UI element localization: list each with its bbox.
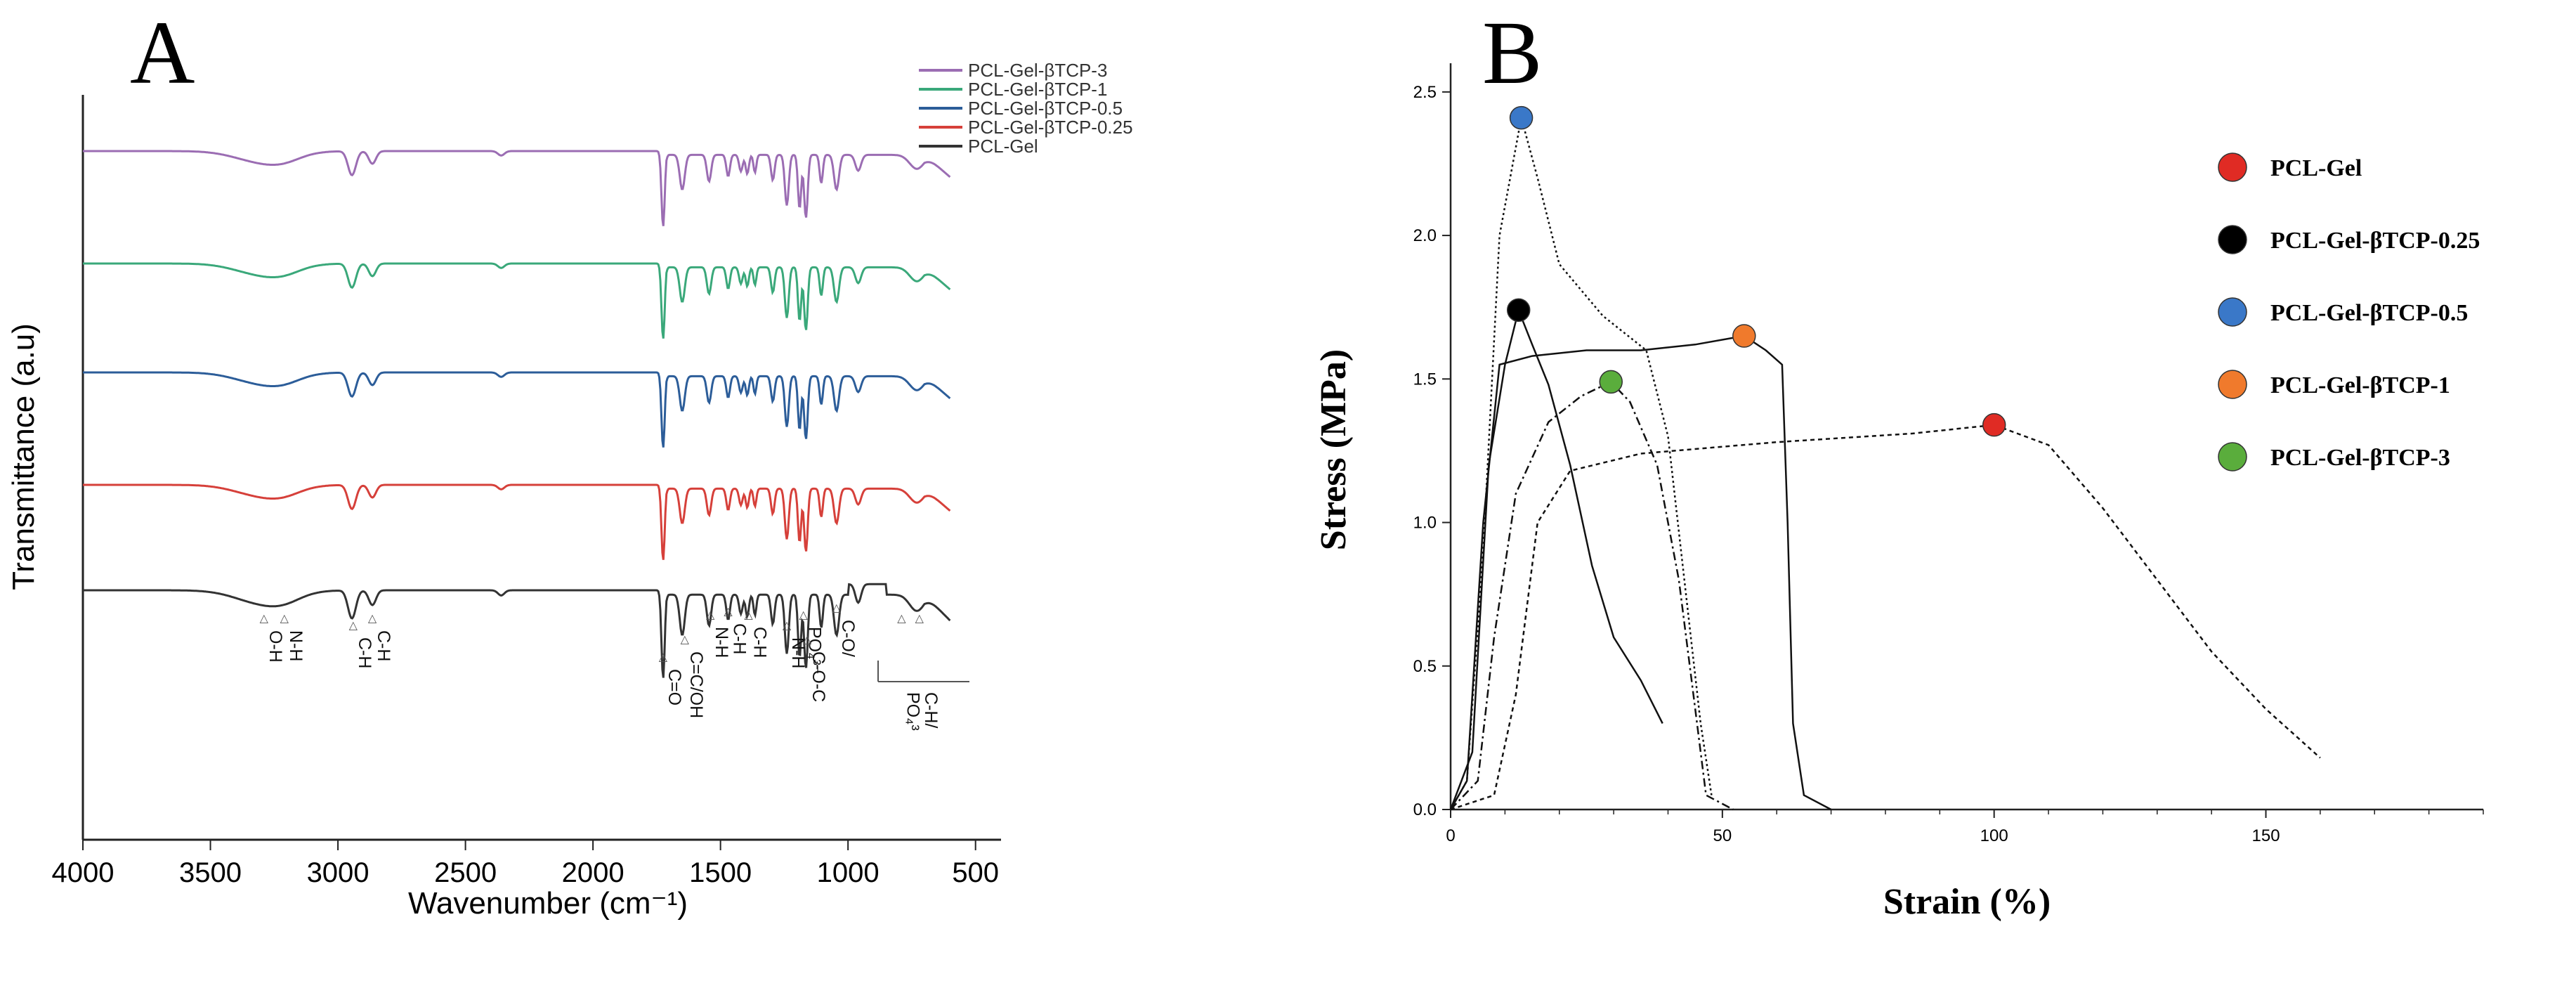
panel-a-annotation-marker: △ bbox=[706, 608, 715, 621]
panel-a-annotation-marker: △ bbox=[368, 611, 377, 625]
panel-a-x-tick-label: 2500 bbox=[434, 857, 497, 888]
panel-b-legend-label: PCL-Gel-βTCP-3 bbox=[2270, 445, 2450, 471]
panel-b-legend-marker bbox=[2218, 297, 2247, 327]
panel-a-x-label: Wavenumber (cm⁻¹) bbox=[408, 886, 688, 921]
panel-b-series-marker bbox=[1982, 412, 2006, 437]
panel-b-y-label: Stress (MPa) bbox=[1314, 349, 1354, 550]
panel-b-y-tick-label: 1.5 bbox=[1413, 370, 1437, 389]
panel-a-x-tick-label: 3500 bbox=[179, 857, 242, 888]
panel-a-series-line bbox=[83, 483, 951, 560]
panel-a-annotation-label: PO₄³⁻ bbox=[805, 627, 825, 675]
panel-a-x-tick-label: 1000 bbox=[817, 857, 880, 888]
panel-a-y-label: Transmittance (a.u) bbox=[6, 323, 41, 590]
panel-a-annotation-label: O-H bbox=[266, 630, 285, 663]
panel-b-legend-label: PCL-Gel-βTCP-0.5 bbox=[2270, 300, 2468, 326]
panel-a-legend-label: PCL-Gel-βTCP-0.5 bbox=[968, 98, 1123, 119]
panel-a-legend-label: PCL-Gel bbox=[968, 136, 1038, 157]
panel-a-series-group bbox=[83, 150, 951, 678]
panel-a-annotation-marker: △ bbox=[659, 650, 668, 663]
panel-a-annotation-label: N-H bbox=[286, 630, 306, 661]
panel-b-y-tick-label: 2.0 bbox=[1413, 226, 1437, 245]
panel-b-x-tick-label: 0 bbox=[1446, 826, 1455, 845]
panel-a-annotation-label: PO₄³ bbox=[903, 692, 922, 731]
panel-b-legend-marker bbox=[2218, 152, 2247, 182]
panel-b-series-line bbox=[1449, 307, 1663, 810]
panel-a-annotation-marker: △ bbox=[783, 618, 792, 632]
panel-b-series-line bbox=[1450, 380, 1734, 811]
panel-a-axes bbox=[81, 95, 1001, 841]
panel-a-annotation-label: C-H bbox=[355, 637, 374, 668]
panel-b-series-group bbox=[1449, 105, 2321, 811]
panel-b-series-marker bbox=[1506, 298, 1531, 323]
panel-a-legend-label: PCL-Gel-βTCP-0.25 bbox=[968, 117, 1133, 138]
panel-b-legend-label: PCL-Gel-βTCP-0.25 bbox=[2270, 228, 2480, 254]
panel-a-letter: A bbox=[130, 3, 195, 103]
panel-b-legend-marker bbox=[2218, 225, 2247, 254]
panel-a-legend-label: PCL-Gel-βTCP-3 bbox=[968, 60, 1107, 81]
panel-b-x-tick-label: 100 bbox=[1980, 826, 2008, 845]
panel-b-x-tick-label: 150 bbox=[2252, 826, 2280, 845]
panel-a-annotation-marker: △ bbox=[897, 611, 906, 625]
panel-a-x-tick-label: 4000 bbox=[52, 857, 115, 888]
panel-b-series-marker bbox=[1732, 324, 1756, 348]
panel-b-series-line bbox=[1450, 424, 2321, 811]
panel-b-letter: B bbox=[1482, 3, 1542, 103]
panel-a-annotation-label: N-H bbox=[712, 627, 731, 658]
panel-b-series-marker bbox=[1509, 105, 1534, 130]
panel-a-annotation-marker: △ bbox=[260, 611, 269, 625]
panel-a-series-line bbox=[83, 262, 951, 339]
panel-b-y-tick-label: 0.5 bbox=[1413, 657, 1437, 676]
panel-a-annotation-marker: △ bbox=[681, 632, 690, 646]
panel-a-annotation-label: C-H bbox=[730, 623, 750, 654]
panel-b-axes bbox=[1449, 63, 2483, 811]
panel-a-annotation-label: C=O bbox=[665, 669, 684, 706]
panel-a-annotation-label: C-H bbox=[374, 630, 393, 661]
panel-a-series-line bbox=[83, 150, 951, 226]
panel-a-legend-label: PCL-Gel-βTCP-1 bbox=[968, 79, 1107, 100]
panel-b-legend-label: PCL-Gel bbox=[2270, 155, 2362, 181]
panel-a-legend: PCL-Gel-βTCP-3PCL-Gel-βTCP-1PCL-Gel-βTCP… bbox=[919, 60, 1133, 157]
panel-b-legend-marker bbox=[2218, 370, 2247, 399]
panel-a-annotation-marker: △ bbox=[280, 611, 289, 625]
panel-b-y-tick-label: 1.0 bbox=[1413, 514, 1437, 533]
panel-b-legend-label: PCL-Gel-βTCP-1 bbox=[2270, 372, 2450, 398]
panel-b-x-ticks: 0 50 100 150 bbox=[1446, 810, 2484, 845]
panel-a-annotation-marker: △ bbox=[349, 618, 358, 632]
panel-a-annotation-marker: △ bbox=[832, 601, 842, 614]
panel-b-series-marker bbox=[1599, 370, 1623, 394]
panel-a-x-ticks: 4000 3500 3000 2500 2000 1500 1000 500 bbox=[52, 840, 999, 888]
panel-a-annotation-label: C-H bbox=[750, 627, 770, 658]
panel-b-x-label: Strain (%) bbox=[1883, 882, 2051, 922]
panel-a-x-tick-label: 3000 bbox=[307, 857, 370, 888]
panel-a-x-tick-label: 1500 bbox=[689, 857, 752, 888]
panel-a-series-line bbox=[83, 583, 951, 678]
panel-a-annotation-marker: △ bbox=[915, 611, 924, 625]
panel-a-annotation-label: C-H/ bbox=[921, 692, 941, 728]
panel-a-annotations: △O-H△N-H△C-H△C-H △C=O△C=C/OH△N-H△C-H△C-H△… bbox=[260, 601, 969, 731]
panel-b-series-line bbox=[1449, 117, 1713, 810]
panel-b-y-ticks: 0.0 0.5 1.0 1.5 2.0 2.5 bbox=[1413, 83, 1451, 819]
panel-a-annotation-label: C-O/ bbox=[838, 620, 858, 657]
panel-a-x-tick-label: 2000 bbox=[562, 857, 625, 888]
panel-b-y-tick-label: 2.5 bbox=[1413, 83, 1437, 102]
panel-a-annotation-marker: △ bbox=[744, 608, 753, 621]
panel-a-annotation-marker: △ bbox=[799, 608, 808, 621]
panel-a-annotation-label: C=C/OH bbox=[686, 651, 706, 718]
panel-b-legend-marker bbox=[2218, 442, 2247, 472]
panel-a-annotation-label: C-O-C bbox=[809, 651, 828, 702]
panel-a-annotation-marker: △ bbox=[724, 604, 733, 618]
panel-a-series-line bbox=[83, 371, 951, 448]
panel-b-x-tick-label: 50 bbox=[1713, 826, 1732, 845]
panel-a-x-tick-label: 500 bbox=[952, 857, 999, 888]
panel-b-y-tick-label: 0.0 bbox=[1413, 800, 1437, 819]
panel-b-series-line bbox=[1449, 334, 1832, 811]
panel-a-annotation-marker: △ bbox=[803, 632, 812, 646]
panel-a-annotation-label: N-H bbox=[788, 637, 808, 668]
panel-b-legend: PCL-Gel PCL-Gel-βTCP-0.25 PCL-Gel-βTCP-0.5… bbox=[2218, 152, 2480, 472]
